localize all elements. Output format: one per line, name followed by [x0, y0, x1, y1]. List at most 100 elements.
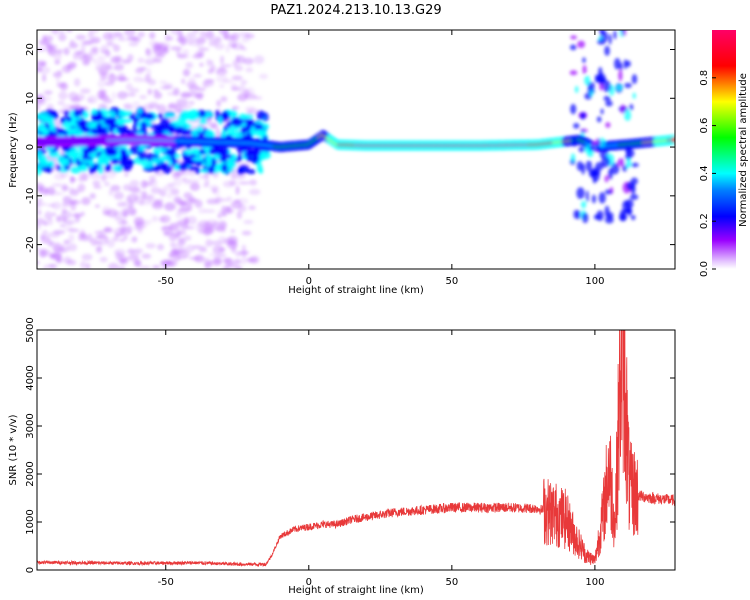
spectrogram-noise-cell — [69, 187, 74, 195]
spectrogram-noise-cell — [62, 195, 72, 203]
spectrogram-noise-cell — [192, 30, 200, 33]
spectrogram-noise-cell — [65, 64, 72, 70]
spectrogram-noise-cell — [241, 230, 252, 236]
spectrogram-noise-cell — [128, 42, 139, 47]
spectrogram-noise-cell — [145, 219, 152, 225]
spectrogram-noise-cell — [131, 101, 141, 109]
spectrogram-noise-cell — [153, 58, 163, 63]
spectrogram-noise-cell — [208, 38, 217, 44]
spectrogram-noise-cell — [129, 88, 140, 93]
spectrogram-band-cell — [117, 111, 129, 118]
spectrogram-noise-cell — [118, 225, 127, 234]
spectrogram-noise-cell — [73, 78, 81, 87]
spectrogram-noise-cell — [604, 45, 610, 56]
spectrogram-band-cell — [87, 120, 97, 129]
spectrogram-noise-cell — [125, 207, 137, 215]
spectrogram-noise-cell — [241, 250, 247, 257]
spectrogram-noise-cell — [204, 261, 212, 269]
spectrogram-noise-cell — [233, 258, 242, 265]
spectrogram-noise-cell — [82, 173, 89, 182]
colorbar-tick-label: 0.2 — [699, 213, 710, 229]
spectrogram-ticks: -50 0 50 100 -20 -10 0 10 20 — [25, 30, 675, 287]
spectrogram-band-cell — [231, 117, 243, 127]
spectrogram-noise-cell — [139, 78, 147, 83]
spectrogram-band-cell — [57, 155, 66, 164]
spectrogram-noise-cell — [573, 209, 579, 219]
spectrogram-noise-cell — [134, 260, 142, 267]
spectrogram-noise-cell — [63, 256, 72, 265]
y-tick-label: 4000 — [25, 365, 36, 390]
spectrogram-band-cell — [253, 155, 260, 162]
spectrogram-band-cell — [109, 111, 117, 119]
spectrogram-band-cell — [158, 126, 170, 132]
spectrogram-band-cell — [62, 145, 70, 153]
spectrogram-noise-cell — [59, 223, 66, 228]
spectrogram-noise-cell — [592, 177, 597, 184]
spectrogram-noise-cell — [578, 146, 586, 153]
spectrogram-noise-cell — [58, 91, 68, 101]
spectrogram-noise-cell — [148, 31, 156, 40]
spectrogram-band-cell — [231, 154, 236, 160]
spectrogram-noise-cell — [59, 82, 69, 91]
spectrogram-noise-cell — [229, 179, 238, 186]
spectrogram-noise-cell — [249, 179, 257, 186]
spectrogram-noise-cell — [38, 248, 47, 258]
spectrogram-band-cell — [177, 116, 188, 123]
spectrogram-noise-cell — [70, 202, 77, 211]
spectrogram-noise-cell — [204, 209, 216, 214]
spectrogram-noise-cell — [243, 89, 250, 97]
spectrogram-noise-cell — [160, 215, 171, 224]
spectrogram-band-cell — [222, 112, 230, 117]
spectrogram-band-cell — [66, 116, 72, 123]
spectrogram-band-cell — [195, 161, 203, 167]
colorbar-tick-label: 0.0 — [699, 261, 710, 277]
spectrogram-noise-cell — [573, 123, 580, 129]
spectrogram-noise-cell — [144, 58, 155, 65]
spectrogram-band-cell — [151, 157, 162, 165]
spectrogram-ridge-core — [671, 137, 675, 143]
spectrogram-noise-cell — [48, 263, 58, 269]
spectrogram-band-cell — [178, 162, 189, 172]
x-tick-label: 100 — [585, 276, 604, 287]
spectrogram-noise-cell — [159, 80, 167, 85]
spectrogram-noise-cell — [250, 255, 260, 264]
spectrogram-noise-cell — [219, 55, 225, 65]
spectrogram-noise-cell — [230, 83, 238, 91]
spectrogram-noise-cell — [186, 197, 198, 204]
spectrogram-noise-cell — [106, 240, 115, 248]
spectrogram-band-cell — [218, 115, 223, 125]
spectrogram-noise-cell — [237, 197, 249, 205]
spectrogram-noise-cell — [100, 44, 109, 54]
spectrogram-noise-cell — [241, 256, 247, 265]
spectrogram-noise-cell — [604, 175, 609, 183]
spectrogram-noise-cell — [188, 90, 196, 97]
spectrogram-noise-cell — [43, 35, 54, 42]
spectrogram-noise-cell — [245, 67, 254, 73]
spectrogram-band-cell — [250, 126, 256, 135]
spectrogram-noise-cell — [114, 63, 124, 71]
spectrogram-band-cell — [183, 149, 194, 155]
spectrogram-noise-cell — [631, 74, 638, 85]
spectrogram-noise-cell — [153, 42, 166, 46]
spectrogram-noise-cell — [50, 252, 62, 260]
spectrogram-noise-cell — [183, 216, 189, 225]
spectrogram-noise-cell — [39, 41, 51, 46]
spectrogram-image — [37, 30, 675, 269]
spectrogram-noise-cell — [572, 135, 577, 147]
spectrogram-noise-cell — [193, 73, 202, 78]
spectrogram-noise-cell — [80, 260, 87, 269]
colorbar-tick-label: 0.6 — [699, 118, 710, 134]
spectrogram-noise-cell — [167, 104, 174, 109]
spectrogram-noise-cell — [139, 200, 144, 207]
spectrogram-noise-cell — [205, 58, 211, 67]
spectrogram-noise-cell — [117, 91, 128, 100]
spectrogram-noise-cell — [174, 169, 185, 176]
spectrogram-noise-cell — [622, 200, 630, 211]
spectrogram-noise-cell — [68, 228, 80, 233]
spectrogram-noise-cell — [170, 187, 180, 195]
spectrogram-noise-cell — [80, 43, 86, 53]
spectrogram-noise-cell — [48, 190, 60, 196]
spectrogram-noise-cell — [222, 257, 232, 263]
spectrogram-noise-cell — [238, 32, 250, 37]
spectrogram-noise-cell — [93, 60, 105, 65]
